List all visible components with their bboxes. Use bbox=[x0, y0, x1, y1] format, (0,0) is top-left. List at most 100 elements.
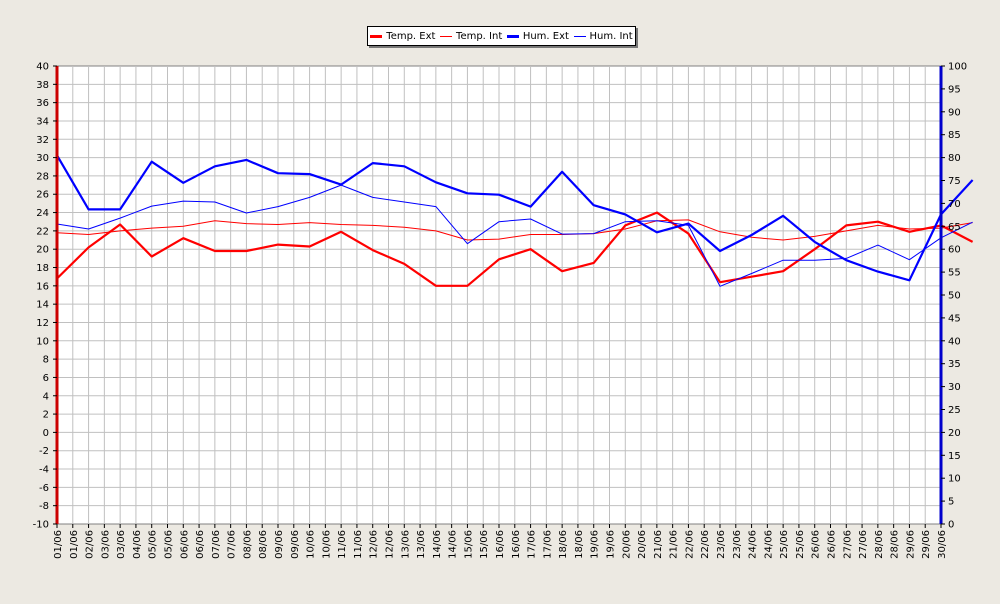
left-tick-label: 28 bbox=[36, 171, 49, 182]
left-tick-label: 30 bbox=[36, 153, 49, 164]
x-tick-label: 23/06 bbox=[732, 530, 743, 559]
x-axis-ticks: 01/06 01/06 02/06 03/06 03/06 04/06 05/06 05/06… bbox=[53, 524, 948, 559]
legend-label-temp-ext: Temp. Ext bbox=[386, 30, 436, 42]
x-tick-label: 07/06 bbox=[211, 530, 222, 559]
right-tick-label: 100 bbox=[948, 62, 967, 73]
grid-vertical bbox=[72, 66, 926, 524]
right-tick-label: 90 bbox=[948, 107, 961, 118]
left-tick-label: 36 bbox=[36, 98, 49, 109]
right-tick-label: 50 bbox=[948, 291, 961, 302]
left-tick-label: 2 bbox=[43, 410, 49, 421]
right-tick-label: 95 bbox=[948, 84, 961, 95]
left-tick-label: 40 bbox=[36, 62, 49, 73]
right-tick-label: 80 bbox=[948, 153, 961, 164]
legend-entry-temp-int: Temp. Int bbox=[440, 31, 502, 42]
x-tick-label: 13/06 bbox=[400, 530, 411, 559]
right-tick-label: 10 bbox=[948, 474, 961, 485]
left-tick-label: 32 bbox=[36, 135, 49, 146]
left-tick-label: 4 bbox=[43, 391, 49, 402]
x-tick-label: 16/06 bbox=[511, 530, 522, 559]
x-tick-label: 15/06 bbox=[463, 530, 474, 559]
x-tick-label: 16/06 bbox=[495, 530, 506, 559]
left-tick-label: -6 bbox=[39, 483, 49, 494]
x-tick-label: 24/06 bbox=[748, 530, 759, 559]
right-tick-label: 60 bbox=[948, 245, 961, 256]
x-tick-label: 26/06 bbox=[811, 530, 822, 559]
left-tick-label: 20 bbox=[36, 245, 49, 256]
x-tick-label: 29/06 bbox=[905, 530, 916, 559]
x-tick-label: 21/06 bbox=[653, 530, 664, 559]
x-tick-label: 25/06 bbox=[779, 530, 790, 559]
x-tick-label: 28/06 bbox=[890, 530, 901, 559]
legend-swatch-hum-ext bbox=[506, 34, 519, 38]
left-tick-label: 0 bbox=[43, 428, 49, 439]
x-tick-label: 09/06 bbox=[274, 530, 285, 559]
x-tick-label: 03/06 bbox=[116, 530, 127, 559]
left-tick-label: 14 bbox=[36, 300, 49, 311]
legend-label-hum-int: Hum. Int bbox=[589, 30, 633, 42]
left-tick-label: 10 bbox=[36, 336, 49, 347]
x-tick-label: 27/06 bbox=[858, 530, 869, 559]
grid-horizontal bbox=[57, 83, 941, 507]
x-tick-label: 08/06 bbox=[242, 530, 253, 559]
legend-swatch-hum-int bbox=[573, 35, 586, 37]
x-tick-label: 20/06 bbox=[621, 530, 632, 559]
right-tick-label: 25 bbox=[948, 405, 961, 416]
x-tick-label: 14/06 bbox=[432, 530, 443, 559]
x-tick-label: 10/06 bbox=[321, 530, 332, 559]
x-tick-label: 24/06 bbox=[763, 530, 774, 559]
right-tick-label: 0 bbox=[948, 520, 954, 531]
x-tick-label: 05/06 bbox=[164, 530, 175, 559]
left-tick-label: 16 bbox=[36, 281, 49, 292]
x-tick-label: 17/06 bbox=[542, 530, 553, 559]
right-tick-label: 75 bbox=[948, 176, 961, 187]
right-tick-label: 5 bbox=[948, 497, 954, 508]
left-tick-label: 34 bbox=[36, 116, 49, 127]
x-tick-label: 25/06 bbox=[795, 530, 806, 559]
x-tick-label: 10/06 bbox=[306, 530, 317, 559]
legend-swatch-temp-ext bbox=[370, 34, 383, 38]
chart-legend: Temp. Ext Temp. Int Hum. Ext Hum. Int bbox=[367, 26, 636, 46]
x-tick-label: 01/06 bbox=[53, 530, 64, 559]
legend-entry-hum-ext: Hum. Ext bbox=[506, 30, 569, 42]
x-tick-label: 05/06 bbox=[148, 530, 159, 559]
x-tick-label: 29/06 bbox=[921, 530, 932, 559]
x-tick-label: 22/06 bbox=[684, 530, 695, 559]
series-line-temp-int bbox=[56, 219, 973, 241]
right-tick-label: 20 bbox=[948, 428, 961, 439]
left-axis-ticks: 4038363432302826242220181614121086420-2-… bbox=[33, 62, 57, 531]
x-tick-label: 02/06 bbox=[85, 530, 96, 559]
left-tick-label: 24 bbox=[36, 208, 49, 219]
x-tick-label: 22/06 bbox=[700, 530, 711, 559]
right-tick-label: 35 bbox=[948, 359, 961, 370]
right-tick-label: 55 bbox=[948, 268, 961, 279]
left-tick-label: -10 bbox=[33, 520, 49, 531]
x-tick-label: 19/06 bbox=[590, 530, 601, 559]
x-tick-label: 23/06 bbox=[716, 530, 727, 559]
right-tick-label: 70 bbox=[948, 199, 961, 210]
x-tick-label: 03/06 bbox=[100, 530, 111, 559]
x-tick-label: 21/06 bbox=[669, 530, 680, 559]
legend-swatch-temp-int bbox=[440, 35, 453, 37]
x-tick-label: 14/06 bbox=[448, 530, 459, 559]
right-tick-label: 30 bbox=[948, 382, 961, 393]
x-tick-label: 04/06 bbox=[132, 530, 143, 559]
series-line-hum-int bbox=[56, 184, 973, 287]
x-tick-label: 06/06 bbox=[195, 530, 206, 559]
x-tick-label: 08/06 bbox=[258, 530, 269, 559]
left-tick-label: 18 bbox=[36, 263, 49, 274]
x-tick-label: 01/06 bbox=[69, 530, 80, 559]
x-tick-label: 07/06 bbox=[227, 530, 238, 559]
x-tick-label: 15/06 bbox=[479, 530, 490, 559]
left-tick-label: -4 bbox=[39, 465, 49, 476]
series-layer bbox=[56, 154, 974, 287]
left-tick-label: 26 bbox=[36, 190, 49, 201]
left-tick-label: -8 bbox=[39, 501, 49, 512]
x-tick-label: 17/06 bbox=[527, 530, 538, 559]
right-tick-label: 45 bbox=[948, 313, 961, 324]
x-tick-label: 13/06 bbox=[416, 530, 427, 559]
legend-label-hum-ext: Hum. Ext bbox=[522, 30, 569, 42]
left-tick-label: 6 bbox=[43, 373, 49, 384]
right-tick-label: 85 bbox=[948, 130, 961, 141]
